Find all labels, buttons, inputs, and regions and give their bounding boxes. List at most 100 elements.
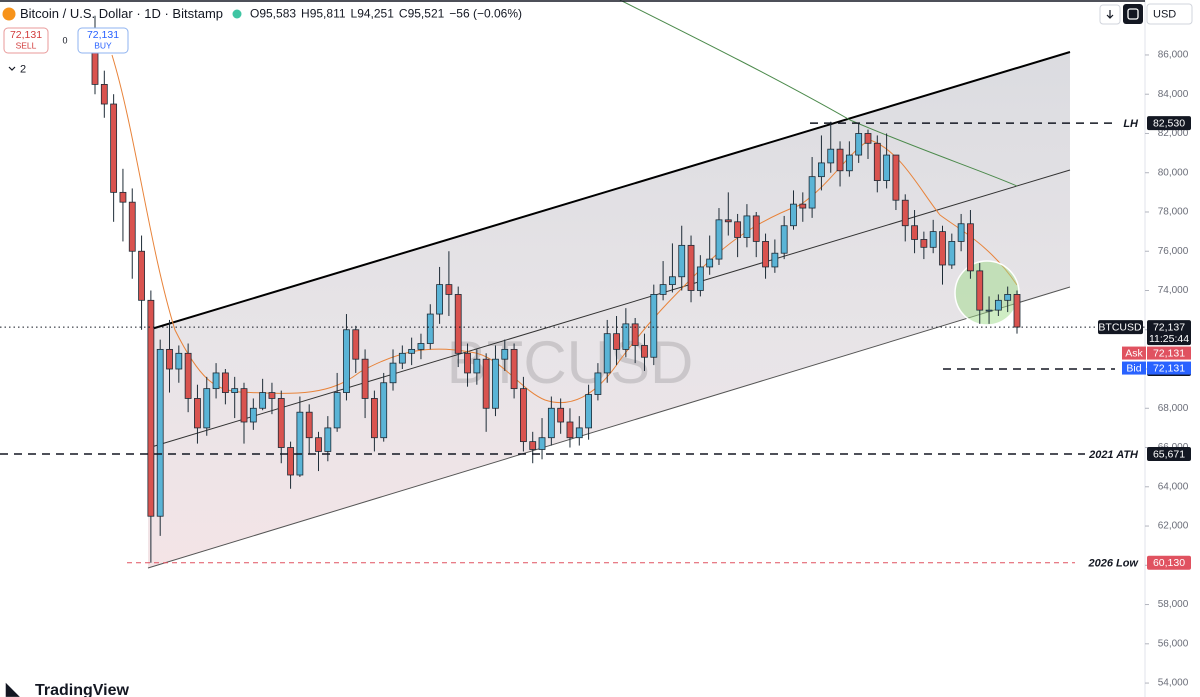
candle-body [827,148,835,164]
candle-body [221,372,229,393]
price-box [1147,320,1191,346]
candle-body [901,199,909,227]
candle-body [333,392,341,429]
candle-body [166,348,173,370]
candle-body [818,162,825,178]
candle-body [762,241,769,268]
indicator-count[interactable]: 2 [20,63,26,75]
candle-body [1013,294,1021,328]
candle-body [967,223,974,272]
candle-body [603,333,611,374]
y-tick-label: 74,000 [1158,285,1189,296]
settings-button[interactable] [1123,4,1143,24]
candle-body [575,427,583,439]
candle-body [398,352,406,364]
candle-body [929,231,937,248]
candle-body [529,441,537,450]
level-box [1147,116,1191,131]
candle-body [976,270,984,311]
candle-body [380,382,388,439]
ask-box [1147,346,1191,360]
candle-body [343,329,350,393]
candle-body [203,388,211,429]
level-label: 82,530 [1153,117,1185,129]
buy-button[interactable] [77,27,129,54]
candle-body [780,225,788,254]
candle-body [128,201,136,252]
y-tick-label: 82,000 [1158,128,1189,139]
sell-button[interactable] [3,27,49,54]
y-tick-label: 62,000 [1158,521,1189,532]
candle-body [454,294,462,354]
bid-label: 72,131 [1153,362,1185,374]
candle-body [147,299,155,517]
candle-body [613,333,620,350]
y-tick-label: 78,000 [1158,207,1189,218]
candle-body [883,154,891,181]
candle-body [175,352,183,370]
level-name: 2026 Low [1087,558,1139,570]
channel-mid [147,169,1071,449]
candle-body [520,388,527,443]
currency-select[interactable] [1146,3,1193,25]
ask-name-box [1122,346,1146,360]
level-label: 60,130 [1153,557,1185,569]
candle-body [873,142,881,181]
candle-body [417,343,425,350]
candle-body [370,398,378,439]
buy-label[interactable]: BUY [94,40,112,50]
candle-body [706,258,714,268]
level-box [1147,446,1191,461]
sell-price[interactable]: 72,131 [10,29,42,41]
candle-body [268,392,276,399]
candle-body [641,345,648,358]
candle-body [1004,294,1012,301]
symbol-icon [2,7,16,21]
candle-body [436,284,443,315]
candle-body [911,225,918,240]
symbol-box [1098,320,1143,335]
candle-body [315,437,322,452]
y-tick-label: 64,000 [1158,481,1189,492]
channel-top [147,51,1071,331]
candle-body [631,323,639,346]
candle-body [547,407,555,439]
ohlc-item: O95,583 [250,7,296,21]
candle-body [538,437,546,450]
candle-body [864,133,872,144]
candle-body [240,388,248,423]
candle-body [734,221,742,238]
candle-body [650,294,658,358]
settings-icon [1127,8,1139,20]
bid-box [1147,361,1191,375]
candle-body [790,203,797,227]
level-name: LH [1123,118,1139,130]
candle-body [948,241,956,266]
candle-body [473,358,481,374]
candle-body [110,103,118,193]
download-icon [1106,10,1114,19]
symbol-title: Bitcoin / U.S. Dollar · 1D · Bitstamp [20,6,223,21]
candle-body [566,421,574,439]
ma-slow [619,0,1018,187]
countdown: 11:25:44 [1149,333,1189,345]
candle-body [464,352,471,374]
ask-label: 72,131 [1153,347,1185,359]
candle-body [985,309,993,312]
level-box [1147,555,1191,570]
buy-price[interactable]: 72,131 [87,29,119,41]
candle-body [920,239,928,248]
level-name: 2021 ATH [1088,449,1139,461]
sell-label[interactable]: SELL [16,40,37,50]
candle-body [752,215,760,242]
collapse-icon[interactable] [8,66,16,71]
candle-body [212,372,220,390]
currency-label[interactable]: USD [1153,8,1176,20]
candle-body [855,133,863,156]
logo-mark: ◣ [5,679,20,697]
y-tick-label: 68,000 [1158,403,1189,414]
y-tick-label: 58,000 [1158,599,1189,610]
candle-body [659,284,667,295]
